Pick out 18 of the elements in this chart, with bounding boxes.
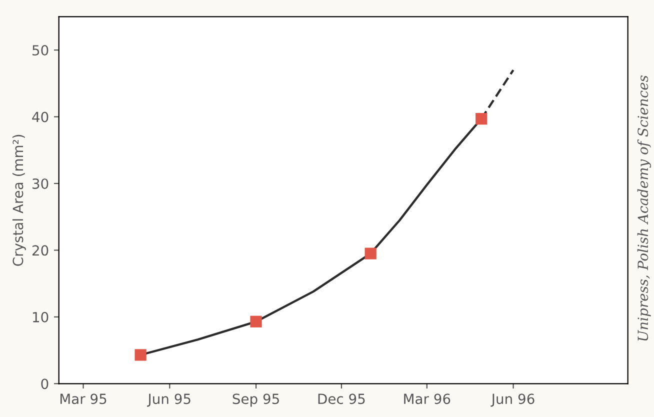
y-tick-label: 20: [32, 245, 48, 256]
x-tick-label: Mar 96: [404, 394, 450, 404]
y-axis-title: Crystal Area (mm²): [12, 134, 26, 266]
point: [364, 248, 376, 260]
y-tick-label: 30: [32, 178, 48, 189]
x-tick-label: Jun 96: [490, 394, 534, 407]
text: Unipress, Polish Academy of Sciences: [637, 75, 652, 340]
x-tick-label: Sep 95: [232, 394, 279, 407]
point: [134, 349, 146, 361]
y-tick-label: 0: [41, 378, 48, 390]
y-tick-label: 40: [32, 112, 48, 122]
y-tick-label: 10: [32, 312, 48, 322]
y-tick-label: 50: [32, 45, 48, 56]
point: [476, 112, 488, 125]
x-tick-label: Jun 95: [147, 394, 190, 407]
x-tick-label: Dec 95: [318, 394, 365, 404]
point: [250, 316, 262, 328]
x-tick-label: Mar 95: [60, 394, 106, 404]
